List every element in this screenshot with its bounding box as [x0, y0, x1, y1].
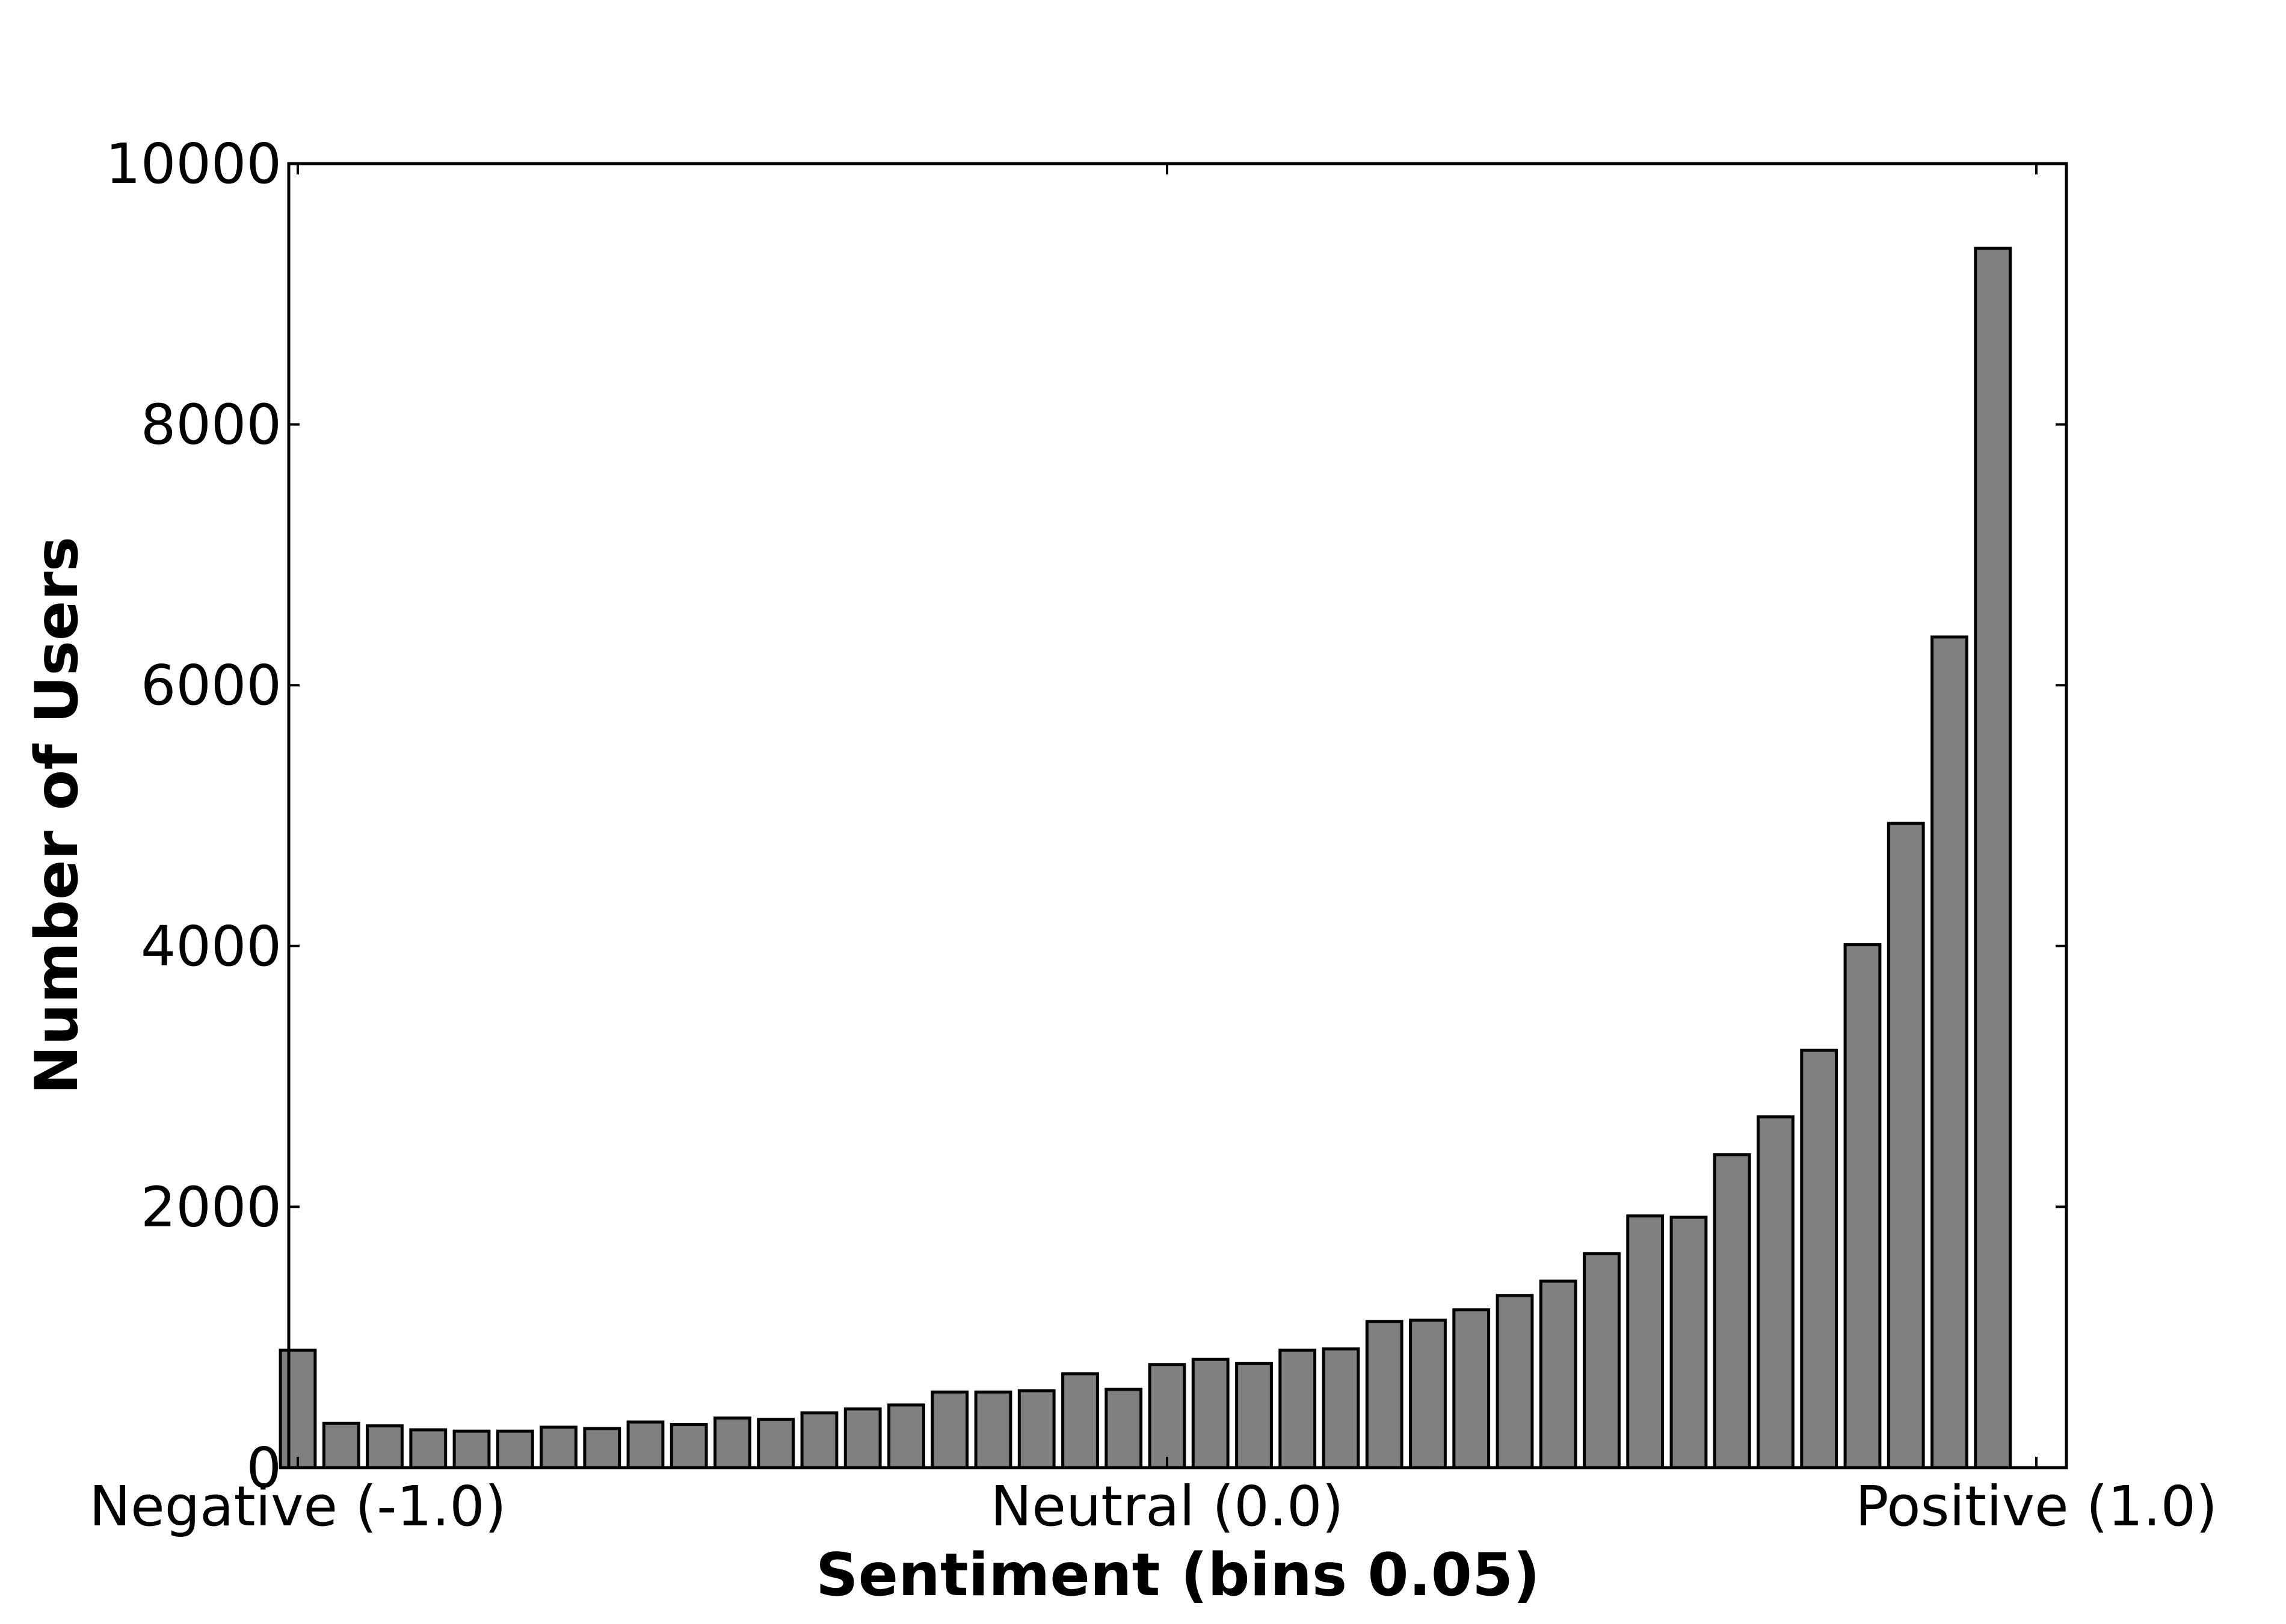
- y-tick-label: 8000: [141, 393, 282, 457]
- histogram-bar: [1669, 1216, 1708, 1469]
- y-tick-label: 4000: [141, 914, 282, 979]
- histogram-bar: [670, 1423, 708, 1469]
- x-tick-label: Neutral (0.0): [991, 1474, 1344, 1539]
- histogram-bar: [1800, 1048, 1838, 1469]
- histogram-bar: [1496, 1294, 1534, 1469]
- histogram-bar: [1104, 1388, 1143, 1469]
- histogram-bar: [1930, 635, 1968, 1469]
- histogram-bar: [757, 1418, 795, 1469]
- histogram-bar: [1757, 1115, 1795, 1469]
- histogram-bar: [843, 1407, 882, 1469]
- histogram-bar: [713, 1416, 751, 1469]
- histogram-bar: [366, 1424, 404, 1469]
- histogram-bar: [1148, 1363, 1186, 1469]
- x-tick-label: Positive (1.0): [1855, 1474, 2217, 1539]
- histogram-bar: [1539, 1279, 1577, 1469]
- y-tick-label: 10000: [105, 132, 282, 196]
- histogram-bar: [1843, 943, 1882, 1469]
- histogram-bar: [800, 1411, 839, 1469]
- histogram-bar: [1713, 1153, 1751, 1469]
- histogram-bar: [322, 1421, 360, 1469]
- histogram-bar: [540, 1426, 578, 1469]
- histogram-bar: [1322, 1347, 1360, 1469]
- y-axis-title: Number of Users: [23, 537, 91, 1095]
- histogram-bar: [1626, 1214, 1665, 1469]
- histogram-bar: [887, 1403, 925, 1469]
- bars-group: [279, 247, 2012, 1469]
- histogram-bar: [496, 1429, 534, 1469]
- histogram-bar: [452, 1429, 491, 1469]
- histogram-bar: [1235, 1362, 1273, 1469]
- histogram-bar: [1583, 1252, 1621, 1469]
- ticks-group: 0 2000 4000 6000 8000 10000 Negative (-1.0) Neu…: [89, 132, 2217, 1539]
- histogram-bar: [626, 1420, 665, 1469]
- histogram-bar: [1409, 1318, 1447, 1469]
- x-tick-label: Negative (-1.0): [89, 1474, 506, 1539]
- histogram-bar: [583, 1427, 621, 1469]
- histogram-bar: [1061, 1372, 1099, 1469]
- histogram-bar: [974, 1390, 1012, 1469]
- y-tick-label: 6000: [141, 653, 282, 718]
- histogram-bar: [409, 1428, 448, 1469]
- y-tick-label: 0: [246, 1436, 282, 1500]
- histogram-bar: [1365, 1320, 1403, 1469]
- histogram-bar: [1191, 1358, 1230, 1469]
- histogram-bar: [279, 1349, 317, 1469]
- histogram-bar: [1887, 822, 1925, 1469]
- histogram-bar: [1974, 247, 2012, 1469]
- histogram-bar: [931, 1390, 969, 1469]
- histogram-bar: [1452, 1308, 1491, 1469]
- x-axis-title: Sentiment (bins 0.05): [816, 1541, 1540, 1610]
- plot-frame: [287, 162, 2068, 1469]
- histogram-bar: [1017, 1389, 1056, 1469]
- y-tick-label: 2000: [141, 1175, 282, 1239]
- histogram-bar: [1278, 1349, 1317, 1469]
